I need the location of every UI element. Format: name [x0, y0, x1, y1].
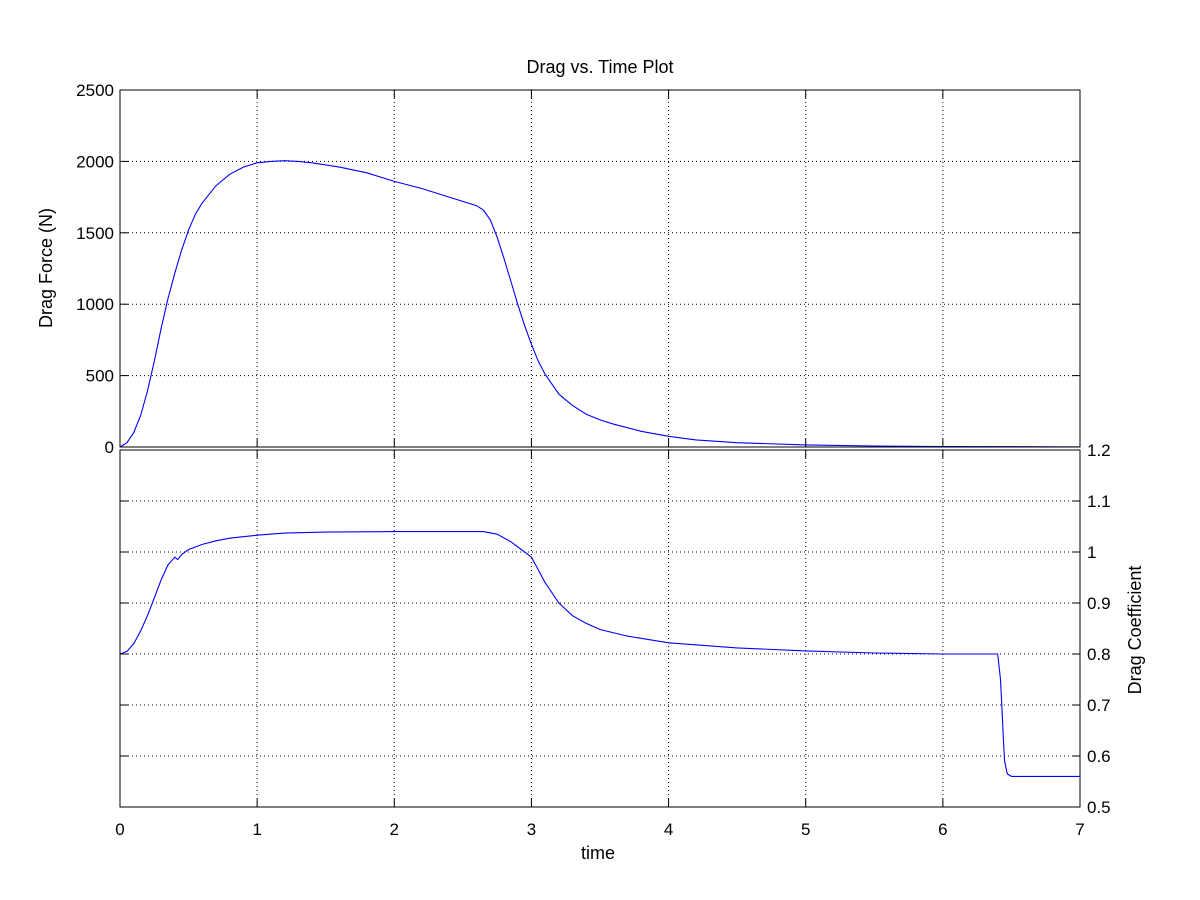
bot-xtick-label-2: 2 [390, 820, 399, 839]
top-y-tick-labels: 0 500 1000 1500 2000 2500 [76, 81, 114, 457]
top-plot-frame [119, 89, 1081, 448]
x-axis-label: time [581, 843, 615, 863]
bottom-x-tick-labels: 0 1 2 3 4 5 6 7 [115, 820, 1084, 839]
bot-ytick-label-1: 0.6 [1087, 747, 1111, 766]
bot-xtick-label-7: 7 [1075, 820, 1084, 839]
bot-xtick-label-6: 6 [938, 820, 947, 839]
bottom-tick-marks [119, 449, 1081, 808]
bot-ytick-label-5: 1 [1087, 543, 1096, 562]
bot-ytick-label-2: 0.7 [1087, 696, 1111, 715]
top-ytick-label-4: 2000 [76, 152, 114, 171]
bot-xtick-label-1: 1 [252, 820, 261, 839]
bot-xtick-label-4: 4 [664, 820, 673, 839]
top-ytick-label-1: 500 [86, 367, 114, 386]
bottom-plot-frame [119, 449, 1081, 808]
bot-ytick-label-6: 1.1 [1087, 492, 1111, 511]
bottom-y-axis-label: Drag Coefficient [1125, 566, 1145, 695]
bot-ytick-label-3: 0.8 [1087, 645, 1111, 664]
bot-ytick-label-0: 0.5 [1087, 798, 1111, 817]
top-tick-marks [119, 89, 1081, 448]
bot-series-line-0 [119, 531, 1080, 777]
top-ytick-label-3: 1500 [76, 224, 114, 243]
top-ytick-label-2: 1000 [76, 295, 114, 314]
top-ytick-label-0: 0 [105, 438, 114, 457]
top-y-axis-label: Drag Force (N) [36, 208, 56, 328]
bot-xtick-label-0: 0 [115, 820, 124, 839]
chart-title: Drag vs. Time Plot [526, 57, 673, 77]
bottom-y-tick-labels: 0.5 0.6 0.7 0.8 0.9 1 1.1 1.2 [1087, 441, 1111, 817]
bot-xtick-label-3: 3 [527, 820, 536, 839]
drag-coefficient-chart: 0.5 0.6 0.7 0.8 0.9 1 1.1 1.2 0 1 2 3 4 5 6 7 time Dra… [115, 441, 1145, 863]
top-ytick-label-5: 2500 [76, 81, 114, 100]
bottom-series-group [119, 531, 1080, 777]
bot-ytick-label-4: 0.9 [1087, 594, 1111, 613]
bot-ytick-label-7: 1.2 [1087, 441, 1111, 460]
bot-xtick-label-5: 5 [801, 820, 810, 839]
top-series-group [119, 160, 1081, 448]
top-series-line-0 [119, 160, 1081, 448]
